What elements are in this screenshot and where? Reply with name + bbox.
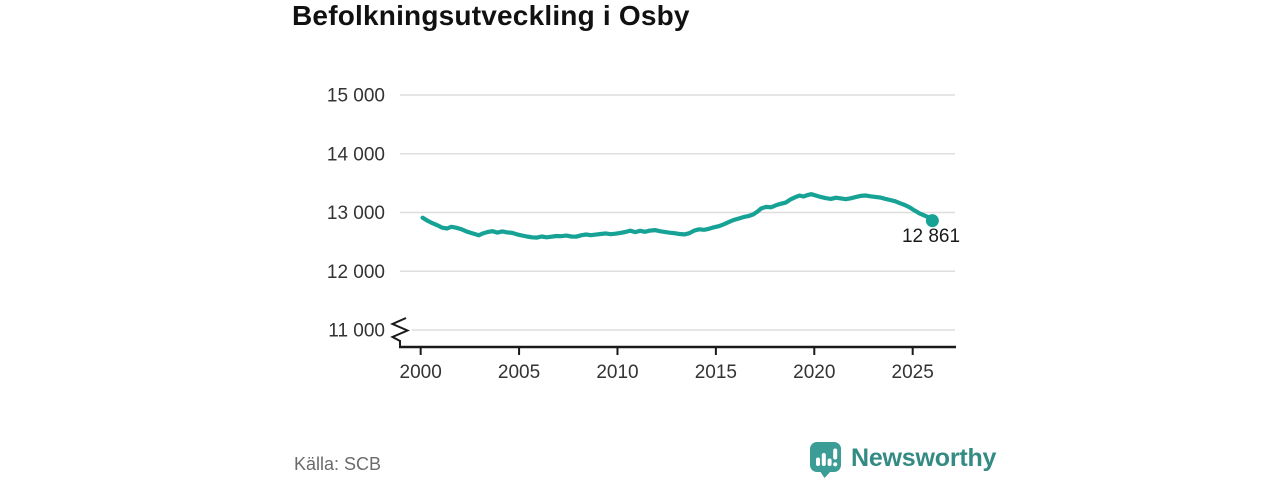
svg-text:11 000: 11 000	[328, 321, 385, 342]
y-axis-labels: 15 000 14 000 13 000 12 000 11 000	[327, 86, 385, 342]
svg-text:13 000: 13 000	[327, 203, 385, 224]
chart-title: Befolkningsutveckling i Osby	[292, 0, 690, 31]
svg-text:2015: 2015	[695, 362, 737, 383]
gridlines	[400, 94, 955, 331]
svg-text:12 000: 12 000	[327, 262, 385, 283]
svg-text:2005: 2005	[498, 362, 540, 383]
svg-text:2000: 2000	[400, 362, 442, 383]
end-value-label: 12 861	[901, 226, 961, 247]
svg-text:15 000: 15 000	[327, 86, 385, 107]
newsworthy-logo[interactable]: Newsworthy	[810, 442, 996, 478]
y-axis-break-icon	[390, 317, 411, 348]
svg-text:2025: 2025	[892, 362, 934, 383]
svg-text:2010: 2010	[596, 362, 638, 383]
source-caption: Källa: SCB	[294, 454, 382, 474]
svg-text:14 000: 14 000	[327, 144, 385, 165]
population-line-series	[420, 192, 935, 240]
svg-text:2020: 2020	[793, 362, 835, 383]
x-axis-ticks: 2000 2005 2010 2015 2020 2025	[400, 347, 934, 383]
newsworthy-icon	[810, 442, 841, 478]
newsworthy-wordmark: Newsworthy	[851, 443, 997, 472]
latest-value-marker	[925, 214, 939, 228]
